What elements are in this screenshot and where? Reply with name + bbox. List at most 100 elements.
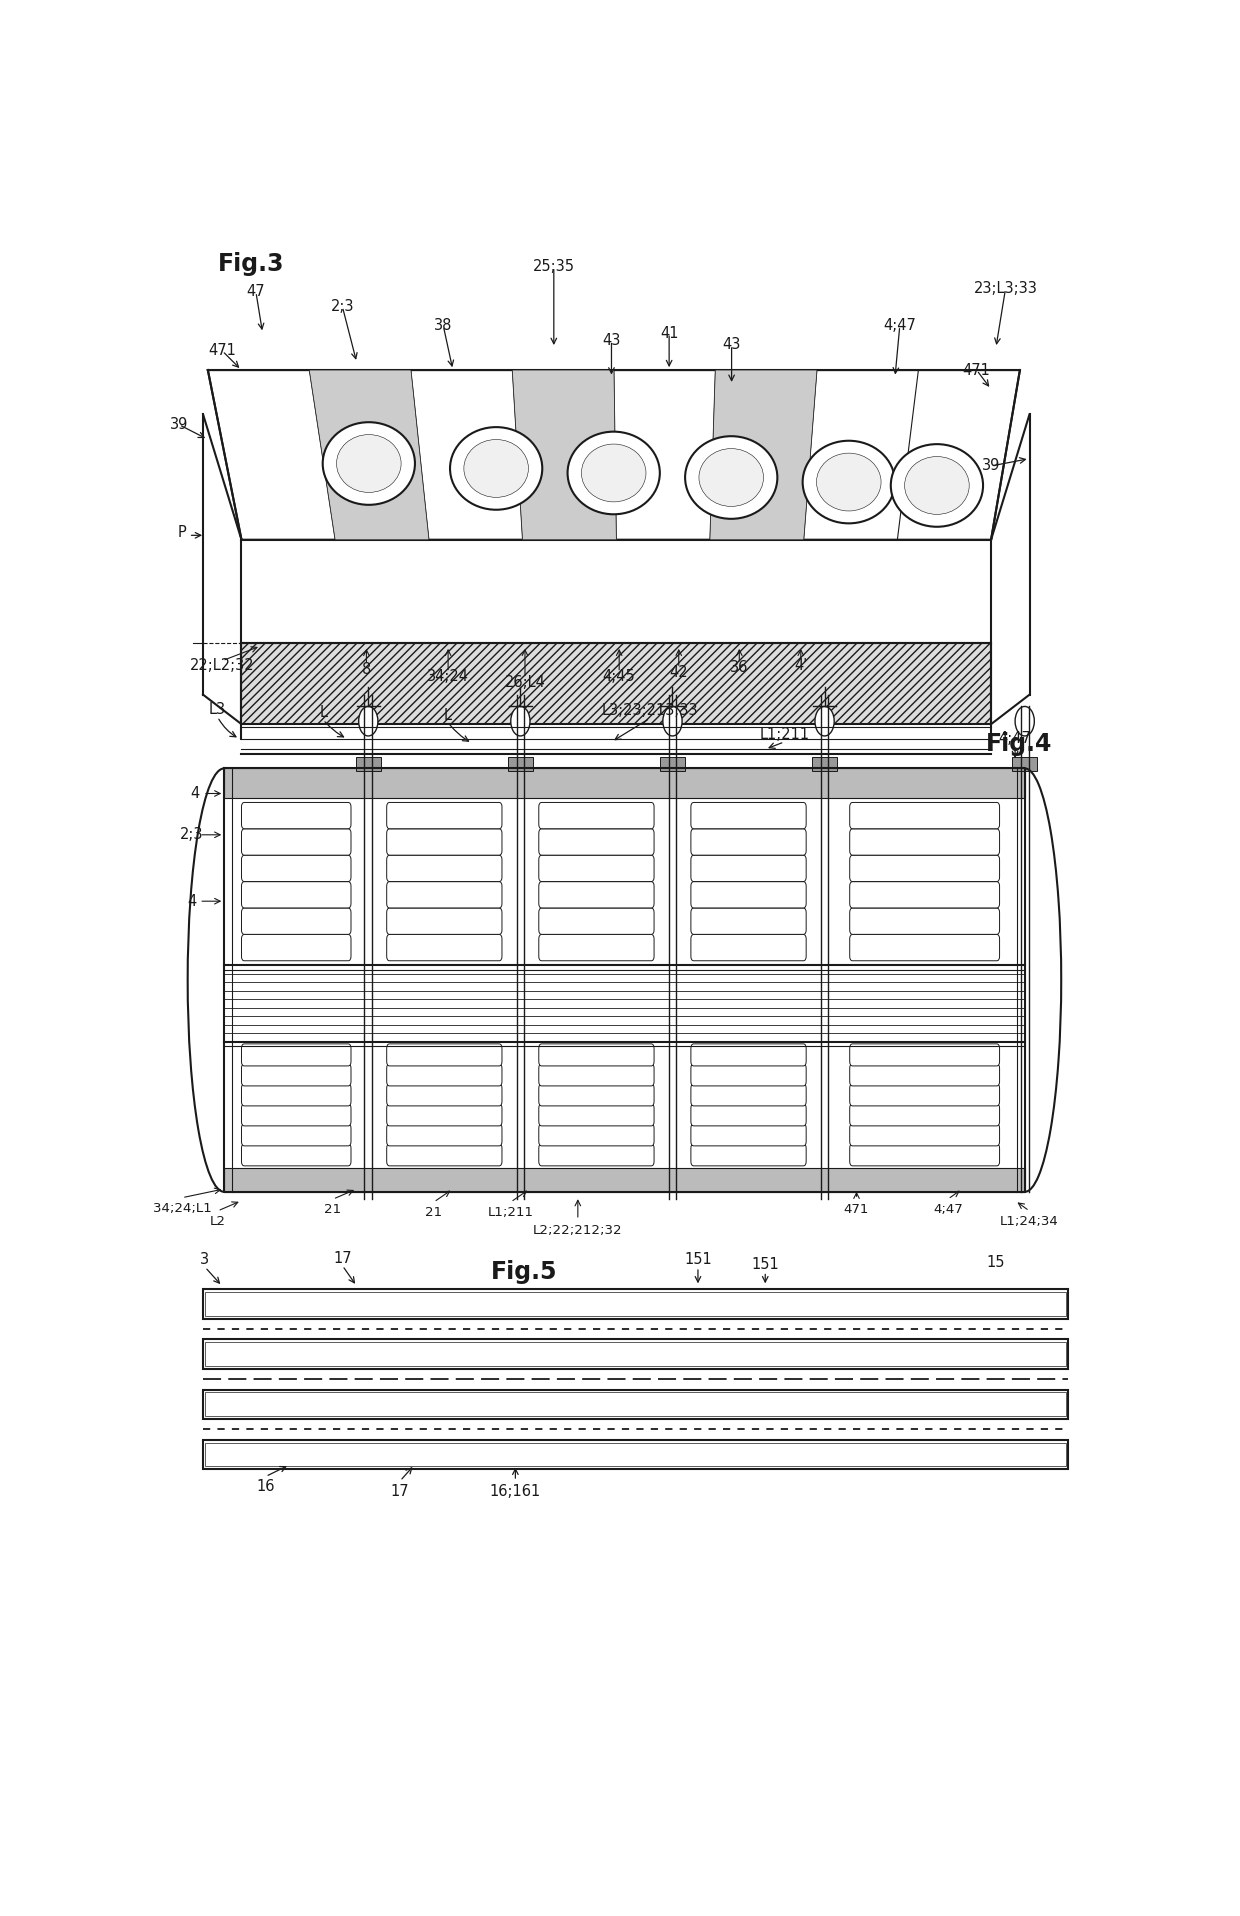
Ellipse shape [450, 427, 542, 510]
Text: 2;3: 2;3 [180, 828, 203, 843]
FancyBboxPatch shape [387, 830, 502, 855]
Text: 471: 471 [962, 362, 991, 377]
Bar [203, 1439, 1068, 1470]
FancyBboxPatch shape [242, 1084, 351, 1106]
Text: 41: 41 [660, 326, 678, 341]
FancyBboxPatch shape [387, 935, 502, 960]
Polygon shape [309, 370, 429, 540]
FancyBboxPatch shape [539, 1063, 653, 1086]
FancyBboxPatch shape [849, 1104, 999, 1127]
FancyBboxPatch shape [691, 803, 806, 830]
Text: 26;L4: 26;L4 [505, 674, 546, 690]
Polygon shape [512, 370, 616, 540]
Ellipse shape [568, 431, 660, 513]
FancyBboxPatch shape [387, 855, 502, 881]
Text: Fig.4: Fig.4 [986, 732, 1053, 755]
Text: 4;47: 4;47 [883, 318, 916, 333]
Text: 471: 471 [208, 343, 236, 358]
Polygon shape [711, 370, 817, 540]
Text: 39: 39 [170, 418, 188, 433]
FancyBboxPatch shape [539, 881, 653, 908]
FancyBboxPatch shape [691, 1104, 806, 1127]
FancyBboxPatch shape [242, 830, 351, 855]
FancyBboxPatch shape [539, 855, 653, 881]
Text: 151: 151 [751, 1257, 779, 1272]
FancyBboxPatch shape [242, 1044, 351, 1065]
Text: 43: 43 [723, 337, 740, 353]
Text: L2: L2 [210, 1215, 226, 1228]
Ellipse shape [802, 441, 895, 523]
FancyBboxPatch shape [387, 1104, 502, 1127]
Text: 2;3: 2;3 [331, 299, 355, 314]
FancyBboxPatch shape [387, 908, 502, 935]
FancyBboxPatch shape [691, 855, 806, 881]
Text: L1;24;34: L1;24;34 [1001, 1215, 1059, 1228]
FancyBboxPatch shape [691, 908, 806, 935]
FancyBboxPatch shape [849, 803, 999, 830]
FancyBboxPatch shape [539, 803, 653, 830]
FancyBboxPatch shape [691, 830, 806, 855]
Ellipse shape [816, 452, 882, 512]
Bar [812, 757, 837, 772]
Ellipse shape [582, 445, 646, 502]
FancyBboxPatch shape [242, 1144, 351, 1165]
FancyBboxPatch shape [849, 881, 999, 908]
FancyBboxPatch shape [242, 803, 351, 830]
Text: Fig.3: Fig.3 [217, 253, 284, 276]
Bar [203, 1389, 1068, 1420]
FancyBboxPatch shape [691, 1063, 806, 1086]
FancyBboxPatch shape [387, 803, 502, 830]
FancyBboxPatch shape [849, 830, 999, 855]
FancyBboxPatch shape [242, 935, 351, 960]
Bar [203, 1289, 1068, 1318]
FancyBboxPatch shape [849, 1044, 999, 1065]
Text: 4': 4' [794, 657, 807, 673]
FancyBboxPatch shape [242, 1125, 351, 1146]
Ellipse shape [686, 437, 777, 519]
Bar [205, 1291, 1066, 1316]
FancyBboxPatch shape [691, 1044, 806, 1065]
Text: 21: 21 [324, 1203, 341, 1217]
Text: L1;211: L1;211 [487, 1205, 533, 1219]
Text: Fig.5: Fig.5 [491, 1259, 558, 1284]
FancyBboxPatch shape [849, 1063, 999, 1086]
Text: 38: 38 [434, 318, 453, 333]
Circle shape [358, 707, 378, 736]
FancyBboxPatch shape [242, 881, 351, 908]
Bar [224, 768, 1024, 797]
FancyBboxPatch shape [242, 908, 351, 935]
FancyBboxPatch shape [691, 881, 806, 908]
FancyBboxPatch shape [539, 1125, 653, 1146]
Circle shape [1016, 707, 1034, 736]
Text: 4: 4 [187, 893, 196, 908]
Text: 16: 16 [257, 1479, 275, 1494]
Text: 23;L3;33: 23;L3;33 [973, 282, 1038, 297]
FancyBboxPatch shape [387, 1125, 502, 1146]
FancyBboxPatch shape [387, 1063, 502, 1086]
FancyBboxPatch shape [387, 881, 502, 908]
FancyBboxPatch shape [539, 935, 653, 960]
Bar [203, 1339, 1068, 1368]
FancyBboxPatch shape [387, 1044, 502, 1065]
Ellipse shape [699, 448, 764, 506]
Bar [205, 1393, 1066, 1416]
Text: 25;35: 25;35 [533, 259, 575, 274]
FancyBboxPatch shape [849, 908, 999, 935]
Ellipse shape [322, 422, 415, 504]
FancyBboxPatch shape [387, 1144, 502, 1165]
FancyBboxPatch shape [539, 830, 653, 855]
Bar [1012, 757, 1037, 772]
Text: 39: 39 [982, 458, 1001, 473]
Bar [508, 757, 533, 772]
Bar [205, 1343, 1066, 1366]
Text: 4;47: 4;47 [932, 1203, 962, 1217]
Circle shape [815, 707, 835, 736]
Text: 4;47: 4;47 [998, 732, 1032, 747]
Text: L3: L3 [208, 701, 226, 717]
FancyBboxPatch shape [242, 1104, 351, 1127]
Text: 47: 47 [247, 284, 265, 299]
Text: 4: 4 [191, 786, 200, 801]
Text: 8: 8 [362, 661, 371, 676]
Text: 17: 17 [334, 1251, 352, 1266]
FancyBboxPatch shape [849, 935, 999, 960]
